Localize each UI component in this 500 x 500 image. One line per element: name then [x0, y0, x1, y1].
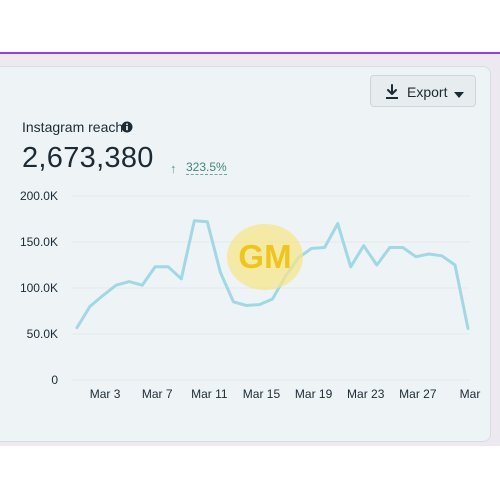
data-point [362, 244, 365, 247]
reach-line-chart: 0 50.0K 100.0K 150.0K 200.0K Mar 3 Mar 7 Mar 11… [20, 189, 481, 401]
data-point [88, 305, 92, 308]
data-point [219, 271, 222, 274]
y-tick-label: 200.0K [20, 189, 58, 203]
data-point [206, 220, 209, 223]
svg-text:GM: GM [238, 238, 291, 275]
data-point [440, 254, 444, 257]
accent-divider [0, 52, 500, 54]
data-point [453, 263, 457, 267]
data-point [232, 300, 235, 303]
data-point [75, 326, 79, 329]
data-point [310, 247, 313, 250]
y-tick-label: 0 [51, 373, 58, 387]
data-point [127, 280, 131, 283]
x-tick-label: Mar 3 [90, 387, 121, 401]
data-point [401, 246, 405, 249]
data-point [154, 265, 157, 269]
data-point [258, 303, 261, 306]
export-button[interactable]: Export [370, 75, 476, 107]
x-tick-label: Mar 19 [295, 387, 333, 401]
data-point [140, 284, 144, 287]
metric-value: 2,673,380 [22, 142, 154, 174]
trend-up-icon: ↑ [170, 161, 177, 176]
x-tick-label: Mar 15 [243, 387, 281, 401]
download-icon [385, 84, 399, 105]
y-tick-label: 50.0K [27, 327, 58, 341]
x-tick-label: Mar [460, 387, 481, 401]
data-point [323, 246, 326, 249]
data-point [193, 219, 196, 223]
x-tick-label: Mar 23 [347, 387, 385, 401]
x-tick-label: Mar 11 [191, 387, 228, 401]
data-point [349, 265, 352, 269]
data-point [388, 246, 391, 249]
data-point [414, 255, 418, 258]
watermark-logo: GM [227, 224, 303, 290]
y-tick-label: 100.0K [20, 281, 58, 295]
data-point [466, 327, 470, 330]
x-tick-label: Mar 27 [399, 387, 437, 401]
data-point [180, 277, 183, 280]
data-point [336, 222, 339, 225]
data-point [101, 294, 105, 297]
y-tick-label: 150.0K [20, 235, 58, 249]
info-icon[interactable] [121, 120, 133, 138]
top-page-strip [0, 0, 500, 52]
data-point [271, 297, 274, 301]
data-point [167, 265, 170, 269]
data-point [245, 304, 248, 307]
metric-change[interactable]: 323.5% [186, 160, 227, 175]
x-tick-label: Mar 7 [142, 387, 173, 401]
export-button-label: Export [407, 84, 448, 100]
data-point [114, 284, 118, 287]
data-point [375, 263, 378, 267]
caret-down-icon [453, 86, 465, 104]
metric-title: Instagram reach [22, 119, 124, 135]
data-point [427, 252, 431, 256]
